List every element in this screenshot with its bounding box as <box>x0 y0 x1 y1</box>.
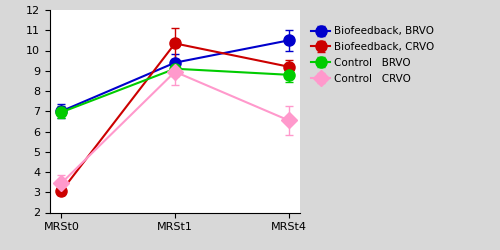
Legend: Biofeedback, BRVO, Biofeedback, CRVO, Control   BRVO, Control   CRVO: Biofeedback, BRVO, Biofeedback, CRVO, Co… <box>310 25 436 84</box>
